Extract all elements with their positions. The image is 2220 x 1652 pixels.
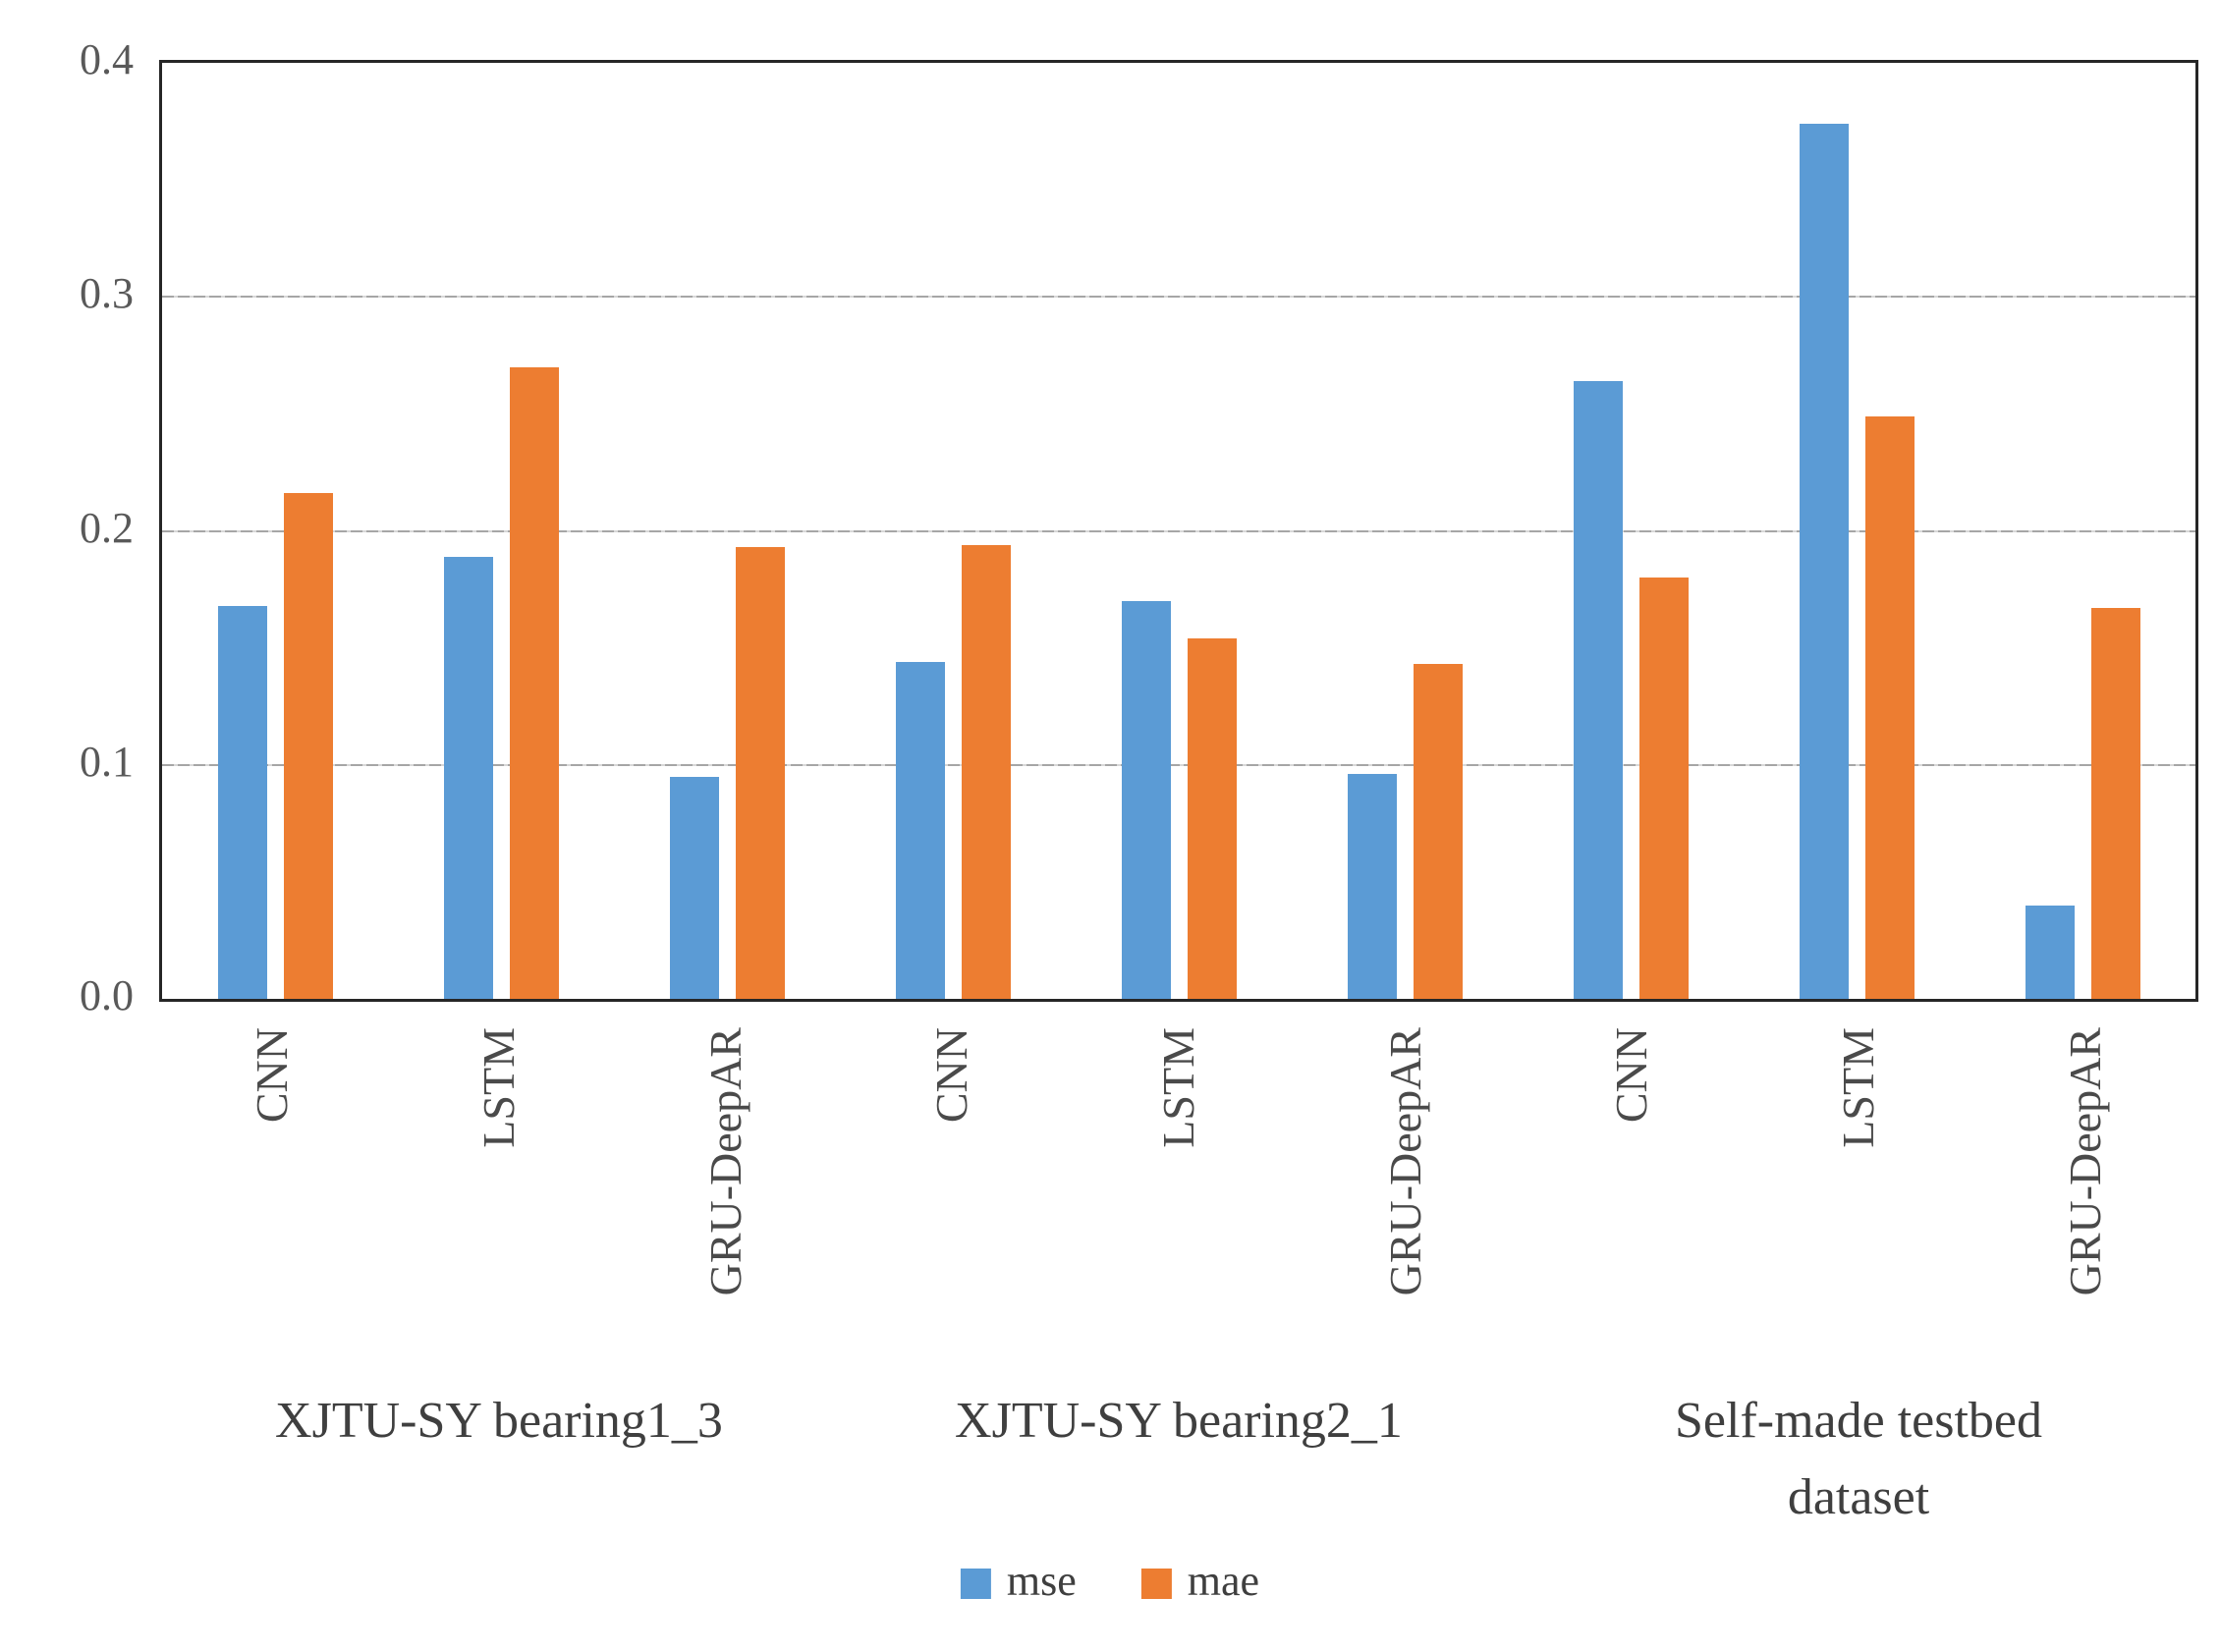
group-label-line: XJTU-SY bearing1_3 bbox=[275, 1393, 723, 1449]
legend-label: mae bbox=[1187, 1557, 1260, 1605]
bar-mae bbox=[735, 547, 785, 999]
legend-item-mae: mae bbox=[1140, 1557, 1260, 1607]
category-slot bbox=[388, 63, 614, 999]
group-label-line: Self-made testbed bbox=[1675, 1393, 2042, 1449]
legend-label: mse bbox=[1006, 1557, 1077, 1605]
bar-mae bbox=[1413, 664, 1463, 999]
category-label: CNN bbox=[1606, 1027, 1657, 1124]
category-slot bbox=[162, 63, 388, 999]
category-slot bbox=[840, 63, 1066, 999]
category-slot bbox=[1970, 63, 2195, 999]
category-label: CNN bbox=[247, 1027, 298, 1124]
gridline bbox=[162, 529, 2195, 532]
bar-mae bbox=[2090, 608, 2140, 999]
plot-area bbox=[159, 60, 2198, 1002]
gridline bbox=[162, 763, 2195, 766]
y-tick-label: 0.3 bbox=[80, 269, 134, 318]
category-label: GRU-DeepAR bbox=[1379, 1027, 1430, 1296]
group-label: XJTU-SY bearing2_1 bbox=[805, 1383, 1552, 1459]
category-label: LSTM bbox=[473, 1027, 524, 1148]
category-slot bbox=[1292, 63, 1518, 999]
group-label-line: dataset bbox=[1787, 1469, 1930, 1525]
bars-layer bbox=[162, 63, 2195, 999]
group-label: Self-made testbed dataset bbox=[1485, 1383, 2220, 1536]
bar-mse bbox=[1573, 381, 1623, 999]
bar-mse bbox=[1799, 123, 1849, 999]
category-slot bbox=[1744, 63, 1970, 999]
legend-item-mse: mse bbox=[960, 1557, 1077, 1607]
category-slot bbox=[1518, 63, 1744, 999]
category-label: LSTM bbox=[1833, 1027, 1883, 1148]
bar-mse bbox=[669, 776, 719, 999]
category-slot bbox=[614, 63, 840, 999]
gridline bbox=[162, 296, 2195, 299]
bar-mae bbox=[961, 544, 1011, 999]
bar-mae bbox=[283, 493, 333, 999]
bar-mae bbox=[1187, 638, 1237, 999]
y-tick-label: 0.0 bbox=[80, 971, 134, 1019]
legend-swatch-mse bbox=[960, 1568, 991, 1599]
y-tick-label: 0.2 bbox=[80, 503, 134, 552]
bar-mse bbox=[2025, 905, 2075, 999]
y-tick-label: 0.1 bbox=[80, 737, 134, 786]
bar-mse bbox=[1121, 600, 1171, 999]
y-tick-label: 0.4 bbox=[80, 35, 134, 83]
bar-mse bbox=[443, 556, 493, 999]
category-label: LSTM bbox=[1153, 1027, 1203, 1148]
bar-mae bbox=[1864, 415, 1915, 999]
bar-mse bbox=[217, 605, 267, 999]
category-label: GRU-DeepAR bbox=[699, 1027, 750, 1296]
bar-mse bbox=[895, 661, 945, 999]
category-label: CNN bbox=[926, 1027, 977, 1124]
bar-mae bbox=[1638, 578, 1689, 999]
group-label-line: XJTU-SY bearing2_1 bbox=[955, 1393, 1403, 1449]
category-label: GRU-DeepAR bbox=[2059, 1027, 2110, 1296]
group-label: XJTU-SY bearing1_3 bbox=[126, 1383, 872, 1459]
bar-mse bbox=[1347, 774, 1397, 999]
category-slot bbox=[1066, 63, 1292, 999]
legend-swatch-mae bbox=[1140, 1568, 1172, 1599]
bar-mae bbox=[509, 366, 559, 999]
legend: mse mae bbox=[960, 1557, 1260, 1607]
